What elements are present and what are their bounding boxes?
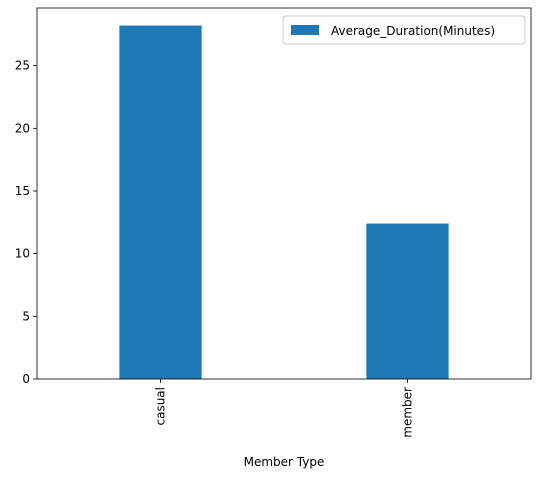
bar-casual bbox=[119, 25, 202, 379]
y-tick-label: 0 bbox=[22, 372, 30, 386]
y-axis-ticks: 0 5 10 15 20 25 bbox=[15, 59, 37, 386]
bars bbox=[119, 25, 449, 379]
plot-area bbox=[37, 8, 531, 379]
y-tick-label: 15 bbox=[15, 184, 30, 198]
x-axis-ticks: casual member bbox=[154, 379, 415, 438]
x-axis-label: Member Type bbox=[244, 455, 325, 469]
y-tick-label: 5 bbox=[22, 309, 30, 323]
legend-label: Average_Duration(Minutes) bbox=[331, 24, 495, 38]
y-tick-label: 25 bbox=[15, 59, 30, 73]
legend-frame bbox=[282, 15, 526, 45]
x-tick-label: casual bbox=[154, 387, 168, 426]
y-tick-label: 20 bbox=[15, 121, 30, 135]
x-tick-label: member bbox=[401, 387, 415, 438]
plot-frame bbox=[36, 7, 532, 380]
y-tick-label: 10 bbox=[15, 247, 30, 261]
legend: Average_Duration(Minutes) bbox=[282, 15, 526, 45]
legend-swatch bbox=[291, 25, 319, 35]
bar-member bbox=[366, 223, 449, 379]
